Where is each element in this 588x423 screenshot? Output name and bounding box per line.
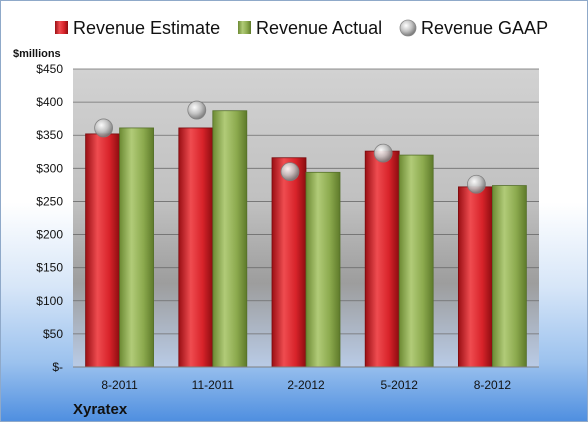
legend-item-estimate: Revenue Estimate	[55, 18, 220, 38]
bar-revenue-actual	[212, 110, 248, 368]
y-tick-label: $100	[36, 294, 63, 308]
bar-revenue-estimate	[457, 186, 493, 368]
x-axis-ticks: 8-2011 11-2011 2-2012 5-2012 8-2012	[101, 378, 511, 392]
bar-revenue-estimate	[271, 157, 307, 368]
y-tick-label: $250	[36, 194, 63, 208]
gaap-markers	[94, 100, 486, 194]
y-tick-label: $450	[36, 62, 63, 76]
y-tick-label: $150	[36, 261, 63, 275]
marker-revenue-gaap	[373, 143, 393, 163]
x-tick-label: 11-2011	[192, 378, 235, 392]
bar-revenue-actual	[119, 127, 154, 368]
legend-item-actual: Revenue Actual	[238, 18, 382, 38]
legend-item-gaap: Revenue GAAP	[399, 18, 548, 38]
y-tick-label: $-	[52, 360, 63, 374]
x-tick-label: 5-2012	[381, 378, 419, 392]
legend-swatch-actual	[238, 21, 251, 34]
company-name: Xyratex	[73, 401, 128, 418]
bar-revenue-estimate	[364, 150, 400, 368]
x-tick-label: 8-2011	[101, 378, 138, 392]
y-tick-label: $300	[36, 161, 63, 175]
bars	[85, 110, 527, 368]
bar-revenue-estimate	[85, 133, 120, 368]
legend: Revenue Estimate Revenue Actual Revenue …	[55, 18, 548, 38]
bar-revenue-actual	[398, 154, 434, 368]
marker-revenue-gaap	[466, 174, 486, 194]
legend-swatch-estimate	[55, 21, 68, 34]
bar-revenue-estimate	[178, 127, 214, 368]
bar-revenue-actual	[305, 171, 341, 368]
legend-swatch-gaap	[399, 19, 417, 37]
legend-label-actual: Revenue Actual	[256, 18, 382, 38]
x-tick-label: 8-2012	[474, 378, 512, 392]
marker-revenue-gaap	[187, 100, 207, 120]
y-tick-label: $400	[36, 95, 63, 109]
marker-revenue-gaap	[94, 118, 113, 138]
y-axis-unit-label: $millions	[13, 48, 61, 60]
legend-label-gaap: Revenue GAAP	[421, 18, 548, 38]
y-tick-label: $350	[36, 128, 63, 142]
y-tick-label: $200	[36, 228, 63, 242]
legend-label-estimate: Revenue Estimate	[73, 18, 220, 38]
y-axis-ticks: $- $50 $100 $150 $200 $250 $300 $350 $400 $450	[36, 62, 63, 374]
x-tick-label: 2-2012	[287, 378, 325, 392]
bar-revenue-actual	[491, 185, 527, 368]
y-tick-label: $50	[43, 327, 63, 341]
marker-revenue-gaap	[280, 162, 300, 182]
